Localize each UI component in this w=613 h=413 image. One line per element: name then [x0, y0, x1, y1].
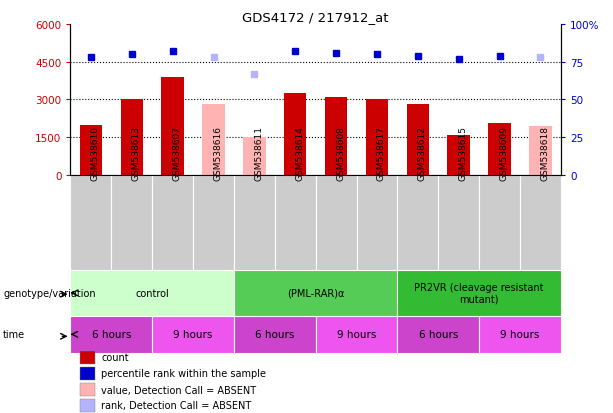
- Text: 9 hours: 9 hours: [500, 330, 539, 339]
- Text: time: time: [3, 330, 25, 339]
- Bar: [529, 126, 552, 176]
- Bar: [80, 351, 95, 364]
- Bar: [234, 316, 316, 353]
- Bar: [234, 271, 397, 316]
- Text: GSM538609: GSM538609: [500, 126, 509, 180]
- Bar: [193, 176, 234, 271]
- Text: PR2VR (cleavage resistant
mutant): PR2VR (cleavage resistant mutant): [414, 282, 544, 304]
- Bar: [479, 176, 520, 271]
- Bar: [479, 316, 561, 353]
- Text: GSM538612: GSM538612: [418, 126, 427, 180]
- Text: 6 hours: 6 hours: [92, 330, 131, 339]
- Text: percentile rank within the sample: percentile rank within the sample: [101, 368, 266, 378]
- Text: GSM538613: GSM538613: [132, 126, 141, 180]
- Bar: [316, 176, 357, 271]
- Bar: [112, 176, 152, 271]
- Bar: [520, 176, 561, 271]
- Bar: [275, 176, 316, 271]
- Bar: [316, 316, 397, 353]
- Bar: [366, 100, 388, 176]
- Bar: [447, 135, 470, 176]
- Bar: [243, 138, 265, 176]
- Bar: [325, 97, 348, 176]
- Text: GSM538617: GSM538617: [377, 126, 386, 180]
- Bar: [70, 271, 234, 316]
- Text: GSM538607: GSM538607: [173, 126, 181, 180]
- Text: GSM538618: GSM538618: [541, 126, 549, 180]
- Bar: [357, 176, 397, 271]
- Text: 9 hours: 9 hours: [173, 330, 213, 339]
- Text: value, Detection Call = ABSENT: value, Detection Call = ABSENT: [101, 385, 256, 395]
- Bar: [406, 105, 429, 176]
- Text: (PML-RAR)α: (PML-RAR)α: [287, 288, 345, 298]
- Text: GSM538615: GSM538615: [459, 126, 468, 180]
- Bar: [234, 176, 275, 271]
- Text: GSM538611: GSM538611: [254, 126, 264, 180]
- Bar: [152, 176, 193, 271]
- Bar: [70, 176, 112, 271]
- Bar: [397, 316, 479, 353]
- Text: GSM538610: GSM538610: [91, 126, 100, 180]
- Bar: [121, 100, 143, 176]
- Title: GDS4172 / 217912_at: GDS4172 / 217912_at: [243, 11, 389, 24]
- Text: rank, Detection Call = ABSENT: rank, Detection Call = ABSENT: [101, 400, 251, 410]
- Bar: [284, 94, 306, 176]
- Text: 6 hours: 6 hours: [419, 330, 458, 339]
- Text: 6 hours: 6 hours: [255, 330, 294, 339]
- Text: 9 hours: 9 hours: [337, 330, 376, 339]
- Bar: [70, 316, 152, 353]
- Text: GSM538616: GSM538616: [213, 126, 223, 180]
- Text: GSM538608: GSM538608: [336, 126, 345, 180]
- Bar: [438, 176, 479, 271]
- Bar: [80, 125, 102, 176]
- Bar: [80, 399, 95, 412]
- Bar: [80, 367, 95, 380]
- Bar: [202, 105, 225, 176]
- Bar: [152, 316, 234, 353]
- Text: count: count: [101, 352, 129, 362]
- Text: GSM538614: GSM538614: [295, 126, 304, 180]
- Text: control: control: [135, 288, 169, 298]
- Bar: [161, 78, 184, 176]
- Bar: [397, 271, 561, 316]
- Bar: [489, 124, 511, 176]
- Bar: [80, 383, 95, 396]
- Bar: [397, 176, 438, 271]
- Text: genotype/variation: genotype/variation: [3, 288, 96, 298]
